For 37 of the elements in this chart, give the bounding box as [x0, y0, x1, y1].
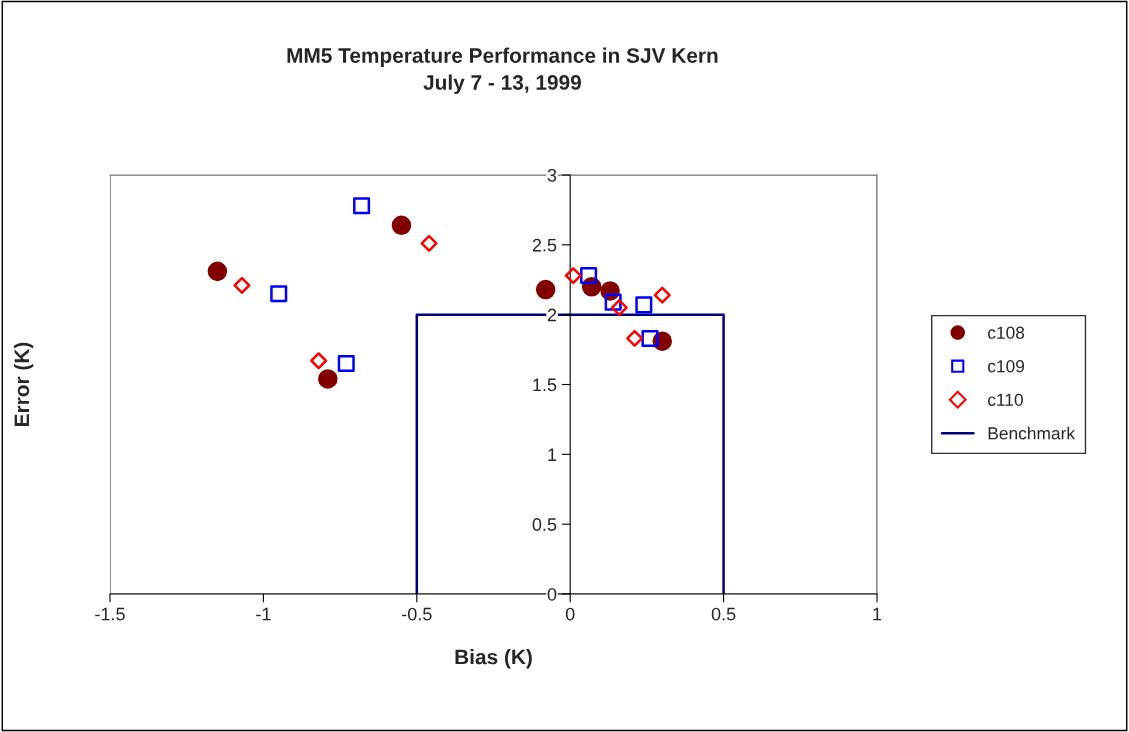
- x-tick-label: 1: [873, 607, 882, 621]
- y-tick-label: 1: [548, 448, 557, 461]
- point: [626, 329, 644, 347]
- legend-label: Benchmark: [988, 426, 1076, 440]
- point: [233, 276, 251, 294]
- point: [310, 352, 328, 370]
- point: [270, 285, 288, 303]
- y-tick-label: 0.5: [532, 518, 557, 531]
- point: [337, 355, 355, 373]
- point: [564, 267, 582, 285]
- point: [610, 299, 628, 317]
- chart-title: MM5 Temperature Performance in SJV Kern July 7 - 13, 1999: [287, 47, 718, 94]
- x-axis-title: Bias (K): [455, 649, 532, 669]
- legend-label: c110: [987, 393, 1023, 406]
- point: [207, 261, 228, 282]
- x-tick-label: 0: [565, 607, 575, 621]
- point: [318, 369, 338, 389]
- y-tick-label: 1.5: [533, 378, 557, 392]
- point: [580, 267, 598, 285]
- x-tick-label: 0.5: [711, 607, 736, 621]
- point: [635, 296, 653, 314]
- point: [535, 279, 556, 300]
- y-tick-label: 3: [547, 168, 557, 182]
- point: [353, 197, 371, 215]
- legend-label: c108: [987, 326, 1025, 339]
- x-tick-label: -0.5: [402, 607, 432, 621]
- point: [653, 286, 671, 304]
- point: [641, 329, 659, 347]
- point: [420, 234, 438, 252]
- y-axis-title: Error (K): [13, 342, 34, 426]
- x-tick-label: -1.5: [95, 607, 125, 621]
- y-tick-label: 2.5: [532, 238, 557, 252]
- y-tick-label: 0: [547, 587, 557, 601]
- point: [391, 215, 412, 236]
- y-tick-label: 2: [547, 308, 557, 322]
- x-tick-label: -1: [256, 607, 271, 621]
- legend-label: c109: [987, 360, 1025, 373]
